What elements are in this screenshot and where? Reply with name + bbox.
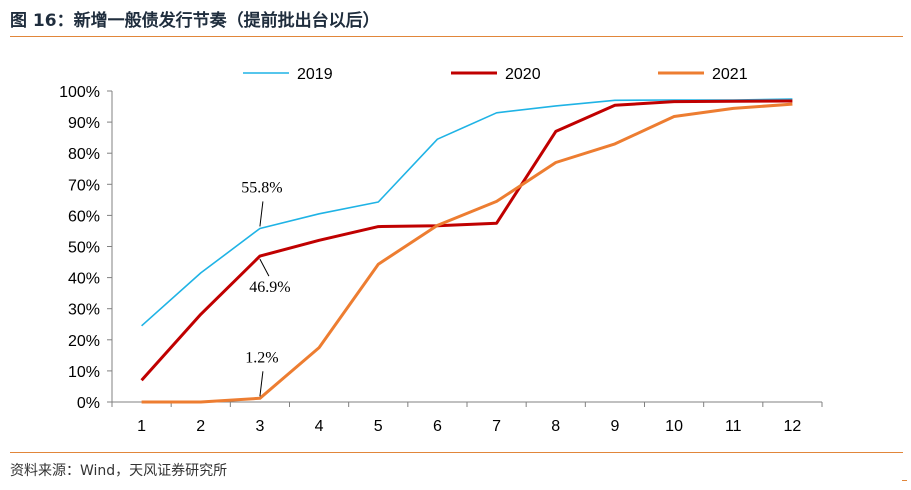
annotation-leader [259, 201, 264, 227]
y-tick-label: 0% [77, 395, 100, 412]
bottom-divider [10, 452, 903, 453]
x-tick-label: 10 [665, 418, 683, 435]
legend: 2019 2020 2021 [243, 66, 748, 83]
x-tick-label: 5 [374, 418, 383, 435]
y-tick-label: 20% [68, 333, 100, 350]
y-tick-label: 70% [68, 177, 100, 194]
x-axis: 1 2 3 4 5 6 7 8 9 10 11 12 [111, 401, 823, 435]
x-tick-label: 1 [137, 418, 146, 435]
x-tick-label: 3 [255, 418, 264, 435]
x-tick-label: 8 [551, 418, 560, 435]
series-line-2019 [141, 98, 793, 327]
x-tick-label: 2 [196, 418, 205, 435]
y-tick-label: 90% [68, 115, 100, 132]
x-tick-label: 7 [492, 418, 501, 435]
annotations: 55.8% 46.9% 1.2% [241, 179, 291, 397]
y-tick-label: 40% [68, 271, 100, 288]
annotation-label: 1.2% [245, 349, 278, 366]
y-tick-label: 80% [68, 146, 100, 163]
legend-label-2020: 2020 [505, 66, 541, 83]
corner-mark [902, 480, 907, 481]
source-note: 资料来源：Wind，天风证券研究所 [10, 463, 228, 479]
y-tick-label: 60% [68, 208, 100, 225]
legend-label-2019: 2019 [297, 66, 333, 83]
series-lines [140, 98, 793, 404]
top-divider [10, 36, 903, 37]
annotation-label: 55.8% [241, 179, 282, 196]
x-tick-label: 11 [725, 418, 742, 435]
chart: 2019 2020 2021 0% 10% 20% 30% 40% 50% 60% 70% 80% 9… [59, 66, 823, 435]
series-line-2021 [141, 102, 793, 404]
x-tick-label: 9 [610, 418, 619, 435]
y-axis: 0% 10% 20% 30% 40% 50% 60% 70% 80% 90% 100% [59, 84, 113, 412]
annotation-label: 46.9% [249, 279, 290, 296]
x-tick-label: 12 [784, 418, 802, 435]
y-tick-label: 50% [68, 240, 100, 257]
legend-label-2021: 2021 [712, 66, 748, 83]
y-tick-label: 30% [68, 302, 100, 319]
y-tick-label: 100% [59, 84, 100, 101]
series-line-2020 [140, 99, 793, 382]
x-tick-label: 6 [433, 418, 442, 435]
y-tick-label: 10% [68, 364, 100, 381]
annotation-leader [259, 371, 264, 397]
chart-title: 图 16：新增一般债发行节奏（提前批出台以后） [10, 11, 380, 31]
annotation-leader [259, 258, 270, 277]
x-tick-label: 4 [315, 418, 324, 435]
